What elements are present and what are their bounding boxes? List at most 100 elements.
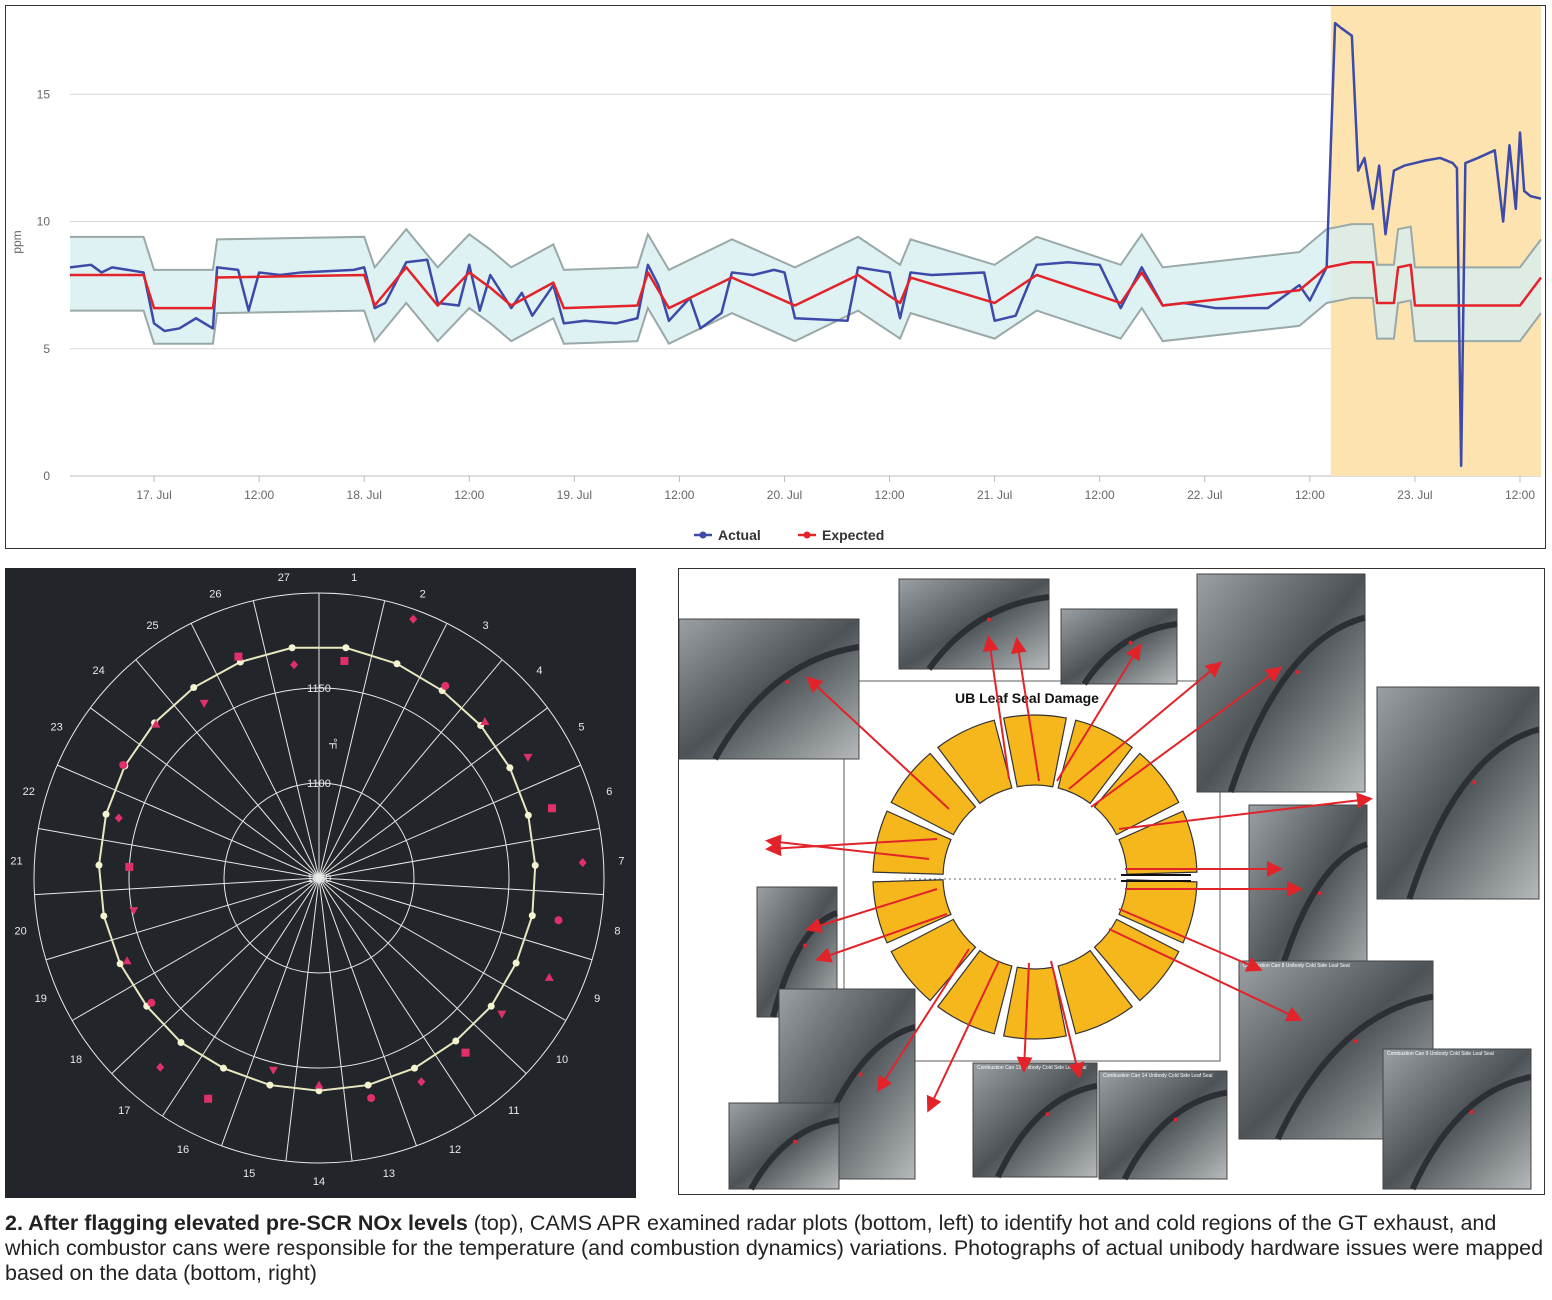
can-label: 10 (556, 1054, 568, 1066)
x-tick-label: 12:00 (1085, 488, 1115, 502)
y-tick-label: 0 (43, 469, 50, 483)
damage-arrow (765, 834, 930, 860)
photo-red-dot (1045, 1112, 1050, 1117)
diagram-title: UB Leaf Seal Damage (955, 690, 1099, 706)
can-marker (234, 652, 243, 661)
average-point (102, 810, 110, 818)
photo-detail (995, 1082, 1098, 1179)
average-point (524, 811, 532, 819)
x-tick-label: 21. Jul (977, 488, 1012, 502)
radar-grid (33, 592, 605, 1164)
radar-spoke (285, 877, 320, 1162)
damage-arrow (1056, 643, 1142, 782)
can-marker (441, 681, 450, 690)
can-marker (314, 1080, 324, 1089)
photo-caption: Combustion Can 8 Unibody Cold Side Leaf … (1243, 963, 1350, 969)
can-label: 27 (278, 572, 290, 584)
photo-detail (712, 644, 860, 761)
leaf-seal-segment (1093, 752, 1180, 836)
can-label: 14 (313, 1176, 325, 1188)
leaf-seal-segment (936, 719, 1013, 805)
radar-spoke (135, 659, 320, 879)
y-tick-label: 5 (43, 342, 50, 356)
photo-caption: Combustion Can 9 Unibody Cold Side Leaf … (1387, 1051, 1494, 1057)
leaf-seal-segment (1093, 918, 1180, 1002)
radar-spoke (318, 877, 527, 1074)
can-marker (554, 916, 563, 925)
average-point (219, 1064, 227, 1072)
radar-spoke (34, 877, 320, 896)
can-label: 7 (618, 855, 624, 867)
radar-spoke (111, 877, 320, 1074)
radar-ring-labels: 1050 1100 1150 °F (307, 683, 338, 885)
average-point (266, 1081, 274, 1089)
radar-spoke (190, 623, 320, 879)
photo-red-dot (1295, 670, 1300, 675)
damage-arrow (1016, 962, 1033, 1073)
ring-label: 1150 (307, 683, 331, 695)
can-marker (417, 1077, 426, 1087)
y-tick-label: 15 (37, 87, 51, 101)
average-point (393, 660, 401, 668)
average-point (364, 1081, 372, 1089)
can-marker (497, 1010, 507, 1019)
photo-red-dot (1317, 891, 1322, 896)
radar-spoke (318, 707, 548, 879)
x-tick-label: 12:00 (1295, 488, 1325, 502)
radar-spoke (318, 877, 567, 1021)
can-label: 18 (70, 1054, 82, 1066)
photo-red-dot (1353, 1039, 1358, 1044)
figure-caption: 2. After flagging elevated pre-SCR NOx l… (5, 1211, 1545, 1286)
damage-arrow (1118, 792, 1373, 830)
damage-arrows (765, 635, 1373, 1113)
average-point (95, 861, 103, 869)
can-label: 22 (23, 786, 35, 798)
photo-detail (1406, 726, 1540, 900)
average-point (116, 960, 124, 968)
damage-arrow (876, 948, 970, 1093)
axis-labels-layer: 0 5 10 15 17. Jul 12:00 18. Jul 12:00 19. Jul 12:… (37, 87, 1536, 502)
leaf-seal-segment (890, 918, 977, 1002)
photo-red-dot (803, 943, 807, 948)
photo-detail (1227, 614, 1366, 793)
leaf-seal-segment (1118, 879, 1198, 944)
average-point (100, 912, 108, 920)
damage-arrow (805, 888, 938, 934)
radar-spoke (38, 828, 320, 879)
can-marker (129, 907, 139, 916)
damage-arrow (765, 838, 938, 857)
can-marker (290, 660, 299, 670)
can-marker (367, 1094, 376, 1103)
leaf-seal-damage-diagram: UB Leaf Seal Damage Combustion Can 8 Uni… (678, 568, 1545, 1195)
photo-red-dot (793, 1139, 797, 1144)
average-polygon (97, 646, 537, 1092)
radar-spoke (318, 877, 593, 961)
can-label: 21 (10, 855, 22, 867)
x-tick-label: 12:00 (1505, 488, 1535, 502)
can-marker (268, 1066, 278, 1075)
can-marker (480, 717, 490, 726)
can-label: 13 (383, 1168, 395, 1180)
x-tick-label: 12:00 (664, 488, 694, 502)
can-label: 23 (50, 722, 62, 734)
can-marker (204, 1094, 213, 1103)
can-label: 11 (508, 1105, 519, 1117)
can-marker (119, 760, 128, 769)
damage-arrow (1050, 960, 1084, 1079)
series-line-actual (69, 21, 1542, 468)
radar-category-labels: 1234567891011121314151617181920212223242… (10, 572, 624, 1188)
series-layer (69, 21, 1542, 468)
can-label: 20 (14, 926, 26, 938)
can-marker (547, 804, 556, 813)
average-point (177, 1038, 185, 1046)
radar-spoke (90, 707, 320, 879)
damage-arrow (1108, 928, 1303, 1022)
hardware-photo (1060, 608, 1178, 685)
radar-spoke (45, 877, 320, 961)
can-label: 25 (146, 620, 158, 632)
can-label: 16 (177, 1144, 189, 1156)
can-label: 5 (578, 722, 584, 734)
damage-arrow (1068, 661, 1223, 790)
average-point (452, 1037, 460, 1045)
average-point (190, 684, 198, 692)
